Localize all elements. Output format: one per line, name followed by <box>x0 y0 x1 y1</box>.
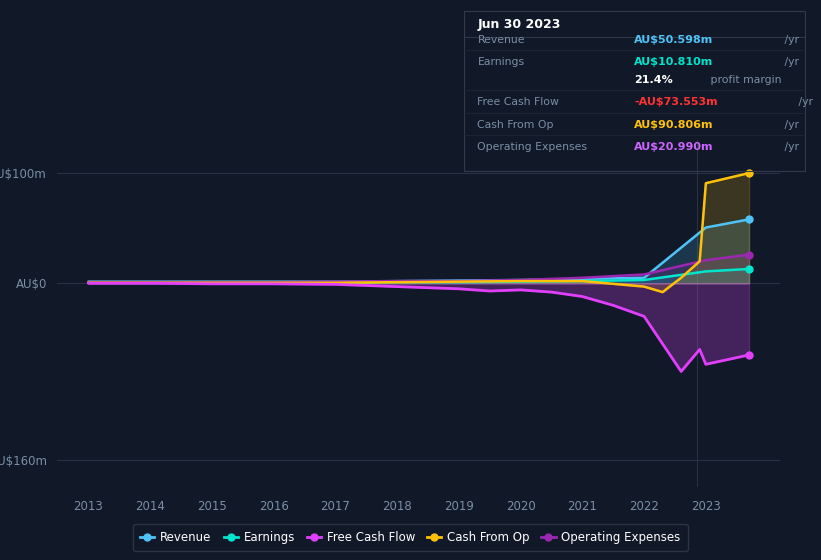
Text: Earnings: Earnings <box>478 58 525 68</box>
Text: /yr: /yr <box>781 58 799 68</box>
Text: Revenue: Revenue <box>478 35 525 45</box>
Text: /yr: /yr <box>781 142 799 152</box>
Text: AU$20.990m: AU$20.990m <box>635 142 713 152</box>
Legend: Revenue, Earnings, Free Cash Flow, Cash From Op, Operating Expenses: Revenue, Earnings, Free Cash Flow, Cash … <box>133 524 688 551</box>
Text: Cash From Op: Cash From Op <box>478 120 554 130</box>
Text: profit margin: profit margin <box>708 75 782 85</box>
Text: /yr: /yr <box>796 97 814 108</box>
Text: AU$50.598m: AU$50.598m <box>635 35 713 45</box>
Text: -AU$73.553m: -AU$73.553m <box>635 97 718 108</box>
Text: Free Cash Flow: Free Cash Flow <box>478 97 559 108</box>
Text: Operating Expenses: Operating Expenses <box>478 142 588 152</box>
Text: 21.4%: 21.4% <box>635 75 673 85</box>
Text: Jun 30 2023: Jun 30 2023 <box>478 17 561 31</box>
Text: AU$90.806m: AU$90.806m <box>635 120 713 130</box>
Text: AU$10.810m: AU$10.810m <box>635 58 713 68</box>
Text: /yr: /yr <box>781 35 799 45</box>
Text: /yr: /yr <box>781 120 799 130</box>
